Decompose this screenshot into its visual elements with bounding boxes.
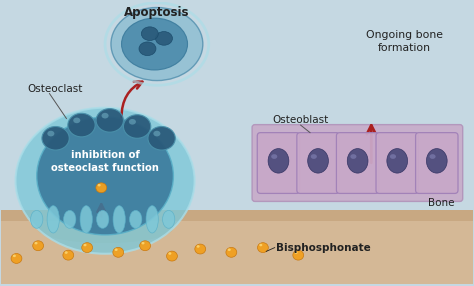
Ellipse shape (31, 210, 43, 228)
Ellipse shape (115, 249, 118, 251)
FancyBboxPatch shape (1, 211, 473, 284)
Ellipse shape (140, 241, 151, 251)
Ellipse shape (129, 210, 142, 228)
Ellipse shape (195, 244, 206, 254)
FancyBboxPatch shape (1, 210, 473, 221)
Ellipse shape (257, 243, 268, 253)
Ellipse shape (154, 131, 160, 136)
Ellipse shape (33, 241, 44, 251)
FancyBboxPatch shape (337, 133, 379, 193)
Ellipse shape (64, 210, 76, 228)
Ellipse shape (166, 251, 177, 261)
Ellipse shape (82, 243, 92, 253)
Text: Bisphosphonate: Bisphosphonate (276, 243, 370, 253)
Text: inhibition of
osteoclast function: inhibition of osteoclast function (51, 150, 159, 173)
Ellipse shape (148, 126, 175, 150)
Ellipse shape (295, 251, 298, 254)
Ellipse shape (11, 253, 22, 263)
FancyBboxPatch shape (416, 133, 458, 193)
Ellipse shape (226, 247, 237, 257)
Ellipse shape (64, 251, 68, 254)
Ellipse shape (13, 255, 16, 257)
Ellipse shape (311, 154, 317, 159)
Ellipse shape (146, 206, 158, 233)
Ellipse shape (47, 206, 59, 233)
Text: Apoptosis: Apoptosis (124, 5, 190, 19)
FancyBboxPatch shape (376, 133, 419, 193)
Text: Bone: Bone (428, 198, 455, 208)
Ellipse shape (228, 249, 231, 251)
Ellipse shape (96, 183, 107, 193)
Ellipse shape (16, 108, 195, 254)
Ellipse shape (387, 149, 408, 173)
Ellipse shape (139, 42, 156, 55)
Ellipse shape (47, 131, 55, 136)
Ellipse shape (63, 250, 74, 260)
Text: Ongoing bone
formation: Ongoing bone formation (366, 30, 443, 53)
FancyBboxPatch shape (252, 125, 463, 201)
Ellipse shape (68, 113, 95, 137)
FancyBboxPatch shape (257, 133, 300, 193)
Ellipse shape (101, 113, 109, 118)
Text: Osteoclast: Osteoclast (27, 84, 82, 94)
Ellipse shape (121, 18, 188, 70)
Ellipse shape (268, 149, 289, 173)
Ellipse shape (42, 126, 69, 150)
Ellipse shape (111, 7, 203, 81)
Ellipse shape (429, 154, 436, 159)
Ellipse shape (73, 118, 80, 123)
Ellipse shape (141, 242, 145, 245)
Ellipse shape (123, 115, 151, 138)
Ellipse shape (98, 184, 100, 186)
Ellipse shape (97, 210, 109, 228)
Ellipse shape (390, 154, 396, 159)
FancyBboxPatch shape (297, 133, 339, 193)
Ellipse shape (197, 245, 200, 248)
Text: Osteoblast: Osteoblast (273, 115, 329, 125)
Ellipse shape (129, 119, 136, 125)
Ellipse shape (36, 117, 173, 235)
Ellipse shape (155, 31, 173, 45)
Ellipse shape (141, 27, 158, 41)
Ellipse shape (427, 149, 447, 173)
Ellipse shape (113, 206, 125, 233)
Ellipse shape (80, 206, 92, 233)
Ellipse shape (271, 154, 277, 159)
Ellipse shape (350, 154, 356, 159)
Ellipse shape (35, 242, 37, 245)
Ellipse shape (163, 210, 175, 228)
Ellipse shape (308, 149, 328, 173)
Ellipse shape (83, 244, 87, 246)
Ellipse shape (96, 109, 123, 132)
Ellipse shape (347, 149, 368, 173)
Ellipse shape (293, 250, 304, 260)
Ellipse shape (168, 252, 172, 255)
Ellipse shape (259, 244, 262, 246)
Ellipse shape (36, 212, 173, 243)
Ellipse shape (113, 247, 124, 257)
